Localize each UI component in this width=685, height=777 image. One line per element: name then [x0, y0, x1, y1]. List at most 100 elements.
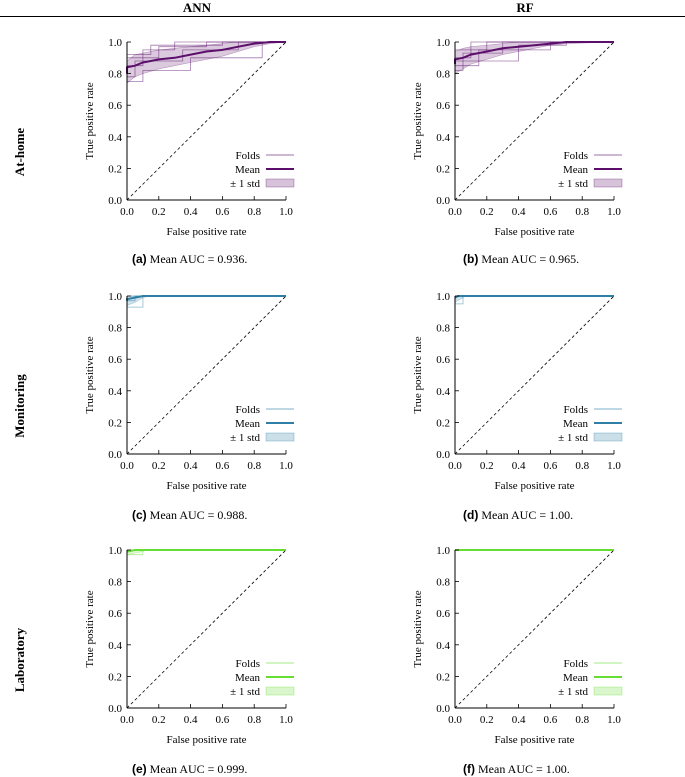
legend-label-folds: Folds: [564, 150, 588, 162]
y-tick-label: 0.4: [108, 640, 122, 652]
x-tick-label: 0.0: [448, 714, 462, 726]
y-axis-label: True positive rate: [412, 82, 424, 159]
x-tick-label: 0.6: [544, 714, 558, 726]
x-axis-label: False positive rate: [166, 480, 246, 492]
roc-plot-e: 0.00.0 0.2 0.2 0.4 0.4 0.6 0.6 0.8 0.8 1.0 1.0 Fals…: [84, 545, 295, 746]
x-tick-label: 0.8: [247, 714, 261, 726]
column-header-ann: ANN: [182, 0, 212, 15]
legend-swatch-std: [593, 432, 623, 442]
caption-f: (f) Mean AUC = 1.00.: [463, 762, 570, 776]
caption-d: (d) Mean AUC = 1.00.: [463, 508, 574, 522]
y-axis-label: True positive rate: [412, 336, 424, 413]
x-tick-label: 0.2: [480, 206, 494, 218]
y-tick-label: 0.4: [436, 132, 450, 144]
y-axis-label: True positive rate: [412, 590, 424, 667]
y-tick-label: 0.2: [436, 163, 450, 175]
mean-roc-line: [454, 41, 614, 65]
x-axis-label: False positive rate: [494, 734, 574, 746]
legend-label-mean: Mean: [563, 164, 589, 176]
legend-label-folds: Folds: [564, 404, 588, 416]
roc-panel-e: 0.0 0.0 0.2 0.2 0.4 0.4 0.6 0.6 0.8 0.8 1.0 1.0 Fals…: [80, 538, 320, 774]
fold-line-5: [127, 41, 286, 56]
legend-label-mean: Mean: [235, 418, 261, 430]
y-tick-label: 0.8: [108, 577, 122, 589]
mean-roc-line: [126, 41, 286, 74]
x-tick-label: 1.0: [279, 206, 293, 218]
roc-plot-b: 0.00.0 0.2 0.2 0.4 0.4 0.6 0.6 0.8 0.8 1.0 1.0 Fals…: [412, 37, 623, 238]
x-tick-label: 0.8: [575, 714, 589, 726]
column-header-rf: RF: [516, 0, 534, 15]
y-axis-label: True positive rate: [84, 590, 96, 667]
x-tick-label: 0.0: [120, 714, 134, 726]
legend-label-mean: Mean: [563, 418, 589, 430]
x-axis-label: False positive rate: [494, 480, 574, 492]
legend-label-std: ± 1 std: [558, 432, 588, 444]
y-tick-label: 0.2: [108, 163, 122, 175]
roc-panel-d: 0.0 0.0 0.2 0.2 0.4 0.4 0.6 0.6 0.8 0.8 1.0 1.0 Fals…: [408, 284, 648, 520]
y-tick-label: 0.0: [436, 195, 450, 207]
roc-panel-a: 0.0 0.0 0.2 0.2 0.4 0.4 0.6 0.6 0.8 0.8 1.0 1.0 Fals…: [80, 30, 320, 266]
row-label-laboratory: Laboratory: [12, 627, 27, 693]
y-tick-label: 1.0: [436, 37, 450, 49]
fold-line-3: [127, 41, 286, 59]
x-tick-label: 0.2: [152, 714, 166, 726]
y-tick-label: 1.0: [108, 545, 122, 557]
y-tick-label: 1.0: [108, 37, 122, 49]
legend-label-folds: Folds: [236, 658, 260, 670]
legend-swatch-std: [265, 686, 295, 696]
x-tick-label: 0.0: [448, 206, 462, 218]
x-tick-label: 1.0: [607, 460, 621, 472]
x-tick-label: 0.4: [512, 206, 526, 218]
mean-roc-line: [126, 295, 286, 301]
x-tick-label: 0.2: [152, 460, 166, 472]
row-label-monitoring: Monitoring: [12, 374, 27, 438]
mean-roc-line: [126, 549, 286, 553]
x-tick-label: 1.0: [279, 714, 293, 726]
legend-swatch-std: [265, 432, 295, 442]
y-tick-label: 0.4: [108, 386, 122, 398]
fold-line-1: [127, 295, 286, 308]
roc-plot-f: 0.00.0 0.2 0.2 0.4 0.4 0.6 0.6 0.8 0.8 1.0 1.0 Fals…: [412, 545, 623, 746]
mean-roc-line: [454, 295, 614, 299]
legend-label-std: ± 1 std: [230, 432, 260, 444]
y-tick-label: 1.0: [436, 291, 450, 303]
roc-plot-c: 0.00.0 0.2 0.2 0.4 0.4 0.6 0.6 0.8 0.8 1.0 1.0 Fals…: [84, 291, 295, 492]
x-tick-label: 0.6: [544, 206, 558, 218]
caption-e: (e) Mean AUC = 0.999.: [132, 762, 248, 776]
x-tick-label: 1.0: [607, 714, 621, 726]
y-tick-label: 0.6: [436, 608, 450, 620]
legend-swatch-std: [593, 178, 623, 188]
chance-diagonal: [454, 41, 615, 201]
legend-label-std: ± 1 std: [230, 178, 260, 190]
legend-label-folds: Folds: [236, 150, 260, 162]
y-tick-label: 0.2: [436, 417, 450, 429]
y-tick-label: 0.0: [108, 195, 122, 207]
legend-swatch-std: [593, 686, 623, 696]
x-tick-label: 0.8: [575, 206, 589, 218]
x-tick-label: 0.2: [480, 714, 494, 726]
x-axis-label: False positive rate: [166, 226, 246, 238]
x-tick-label: 0.4: [512, 714, 526, 726]
legend-label-std: ± 1 std: [230, 686, 260, 698]
caption-b: (b) Mean AUC = 0.965.: [463, 252, 580, 266]
chance-diagonal: [454, 549, 615, 709]
fold-line-1: [455, 295, 614, 305]
x-tick-label: 0.6: [544, 460, 558, 472]
y-tick-label: 0.6: [108, 608, 122, 620]
row-label-at-home: At-home: [12, 127, 27, 177]
header-rule: [0, 16, 685, 17]
legend-label-folds: Folds: [236, 404, 260, 416]
y-tick-label: 1.0: [436, 545, 450, 557]
y-tick-label: 0.6: [108, 100, 122, 112]
x-tick-label: 0.6: [216, 714, 230, 726]
x-tick-label: 0.0: [448, 460, 462, 472]
x-tick-label: 0.4: [512, 460, 526, 472]
chance-diagonal: [126, 549, 287, 709]
y-axis-label: True positive rate: [84, 336, 96, 413]
y-tick-label: 0.0: [436, 449, 450, 461]
x-tick-label: 1.0: [607, 206, 621, 218]
y-tick-label: 0.8: [436, 323, 450, 335]
y-tick-label: 0.8: [108, 323, 122, 335]
y-tick-label: 0.0: [108, 449, 122, 461]
x-tick-label: 0.0: [120, 460, 134, 472]
